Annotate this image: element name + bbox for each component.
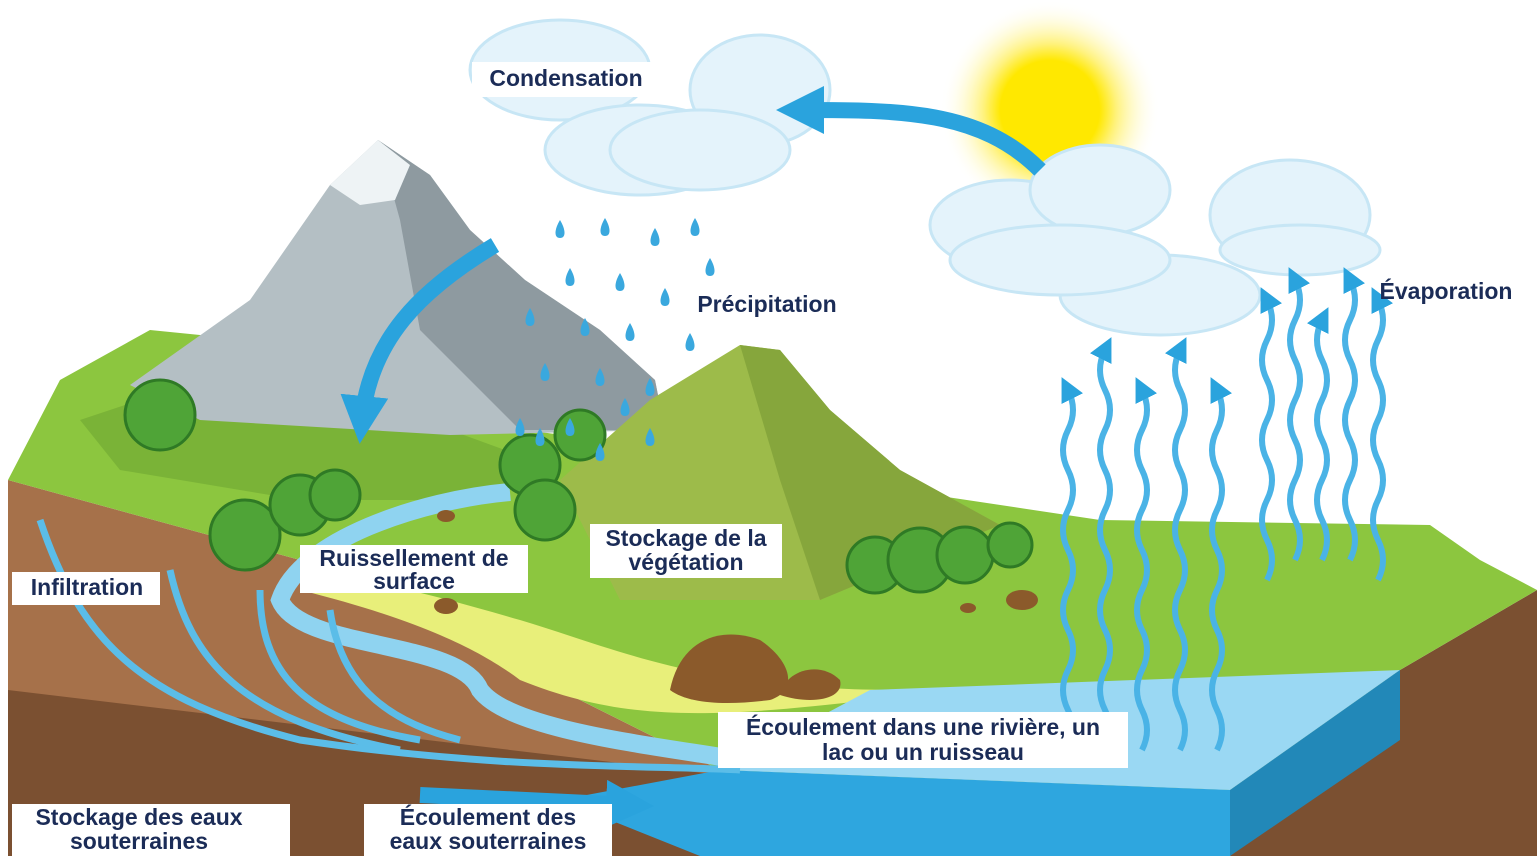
raindrop <box>616 273 625 291</box>
water-cycle-diagram: Condensation Précipitation Évaporation R… <box>0 0 1537 856</box>
raindrop <box>686 333 695 351</box>
raindrop <box>556 220 565 238</box>
label: Précipitation <box>697 291 836 317</box>
cloud <box>470 20 830 195</box>
label: Infiltration <box>31 574 143 600</box>
raindrop <box>706 258 715 276</box>
label: végétation <box>628 549 743 575</box>
label: Stockage de la <box>605 525 766 551</box>
vapor-arrow <box>1290 280 1300 560</box>
raindrop <box>661 288 670 306</box>
label: eaux souterraines <box>390 828 587 854</box>
label: souterraines <box>70 828 208 854</box>
raindrop <box>566 268 575 286</box>
raindrop <box>691 218 700 236</box>
label: Écoulement des <box>400 803 576 830</box>
label: Stockage des eaux <box>35 804 242 830</box>
raindrop <box>651 228 660 246</box>
label: Évaporation <box>1380 277 1513 304</box>
label: Écoulement dans une rivière, un <box>746 713 1100 740</box>
raindrop <box>601 218 610 236</box>
vapor-arrow <box>1345 280 1355 560</box>
label: surface <box>373 568 455 594</box>
label: lac ou un ruisseau <box>822 739 1024 765</box>
raindrop <box>626 323 635 341</box>
label: Condensation <box>489 65 642 91</box>
